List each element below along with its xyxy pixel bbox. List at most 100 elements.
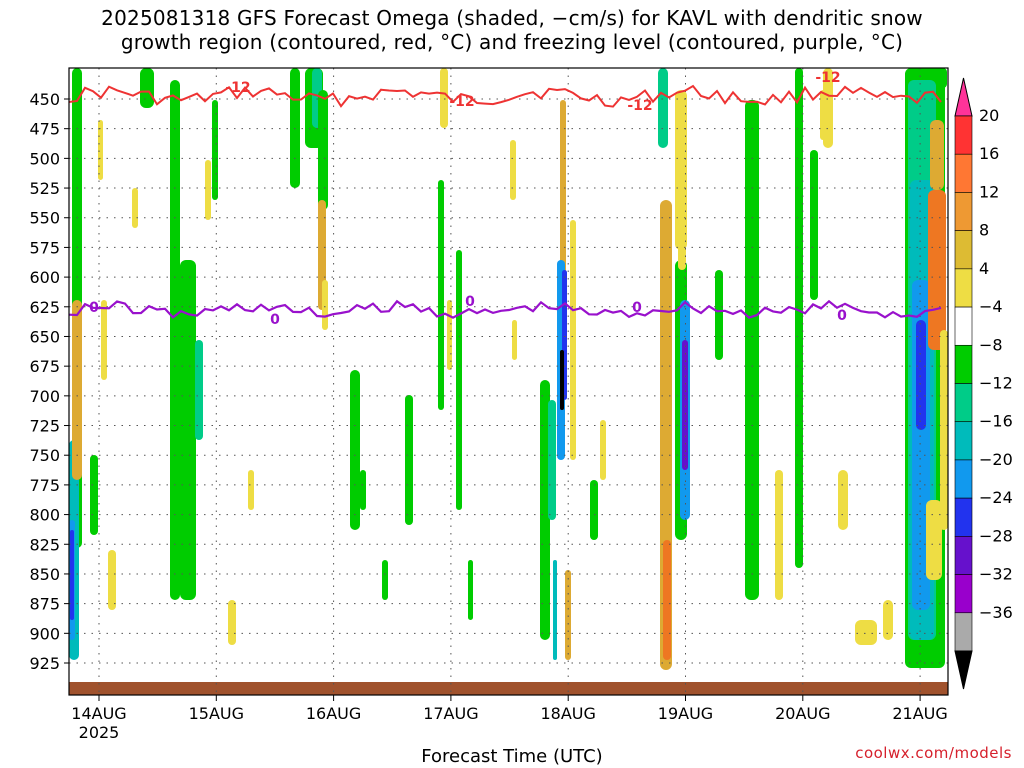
omega-blob [540,380,550,640]
omega-blob [405,395,413,525]
y-tick-label: 500 [29,149,60,168]
colorbar-segment [954,383,973,423]
y-tick-label: 750 [29,446,60,465]
omega-blob [440,68,448,128]
omega-blob [745,100,759,600]
colorbar-segment [954,153,973,193]
omega-blob [98,120,103,180]
colorbar-segment [954,536,973,575]
omega-blob [170,80,180,600]
omega-blob [290,68,300,188]
omega-blob [715,270,723,360]
freezing-level-contour-label: 0 [632,300,642,316]
colorbar-label: 16 [979,144,999,163]
y-tick-label: 825 [29,535,60,554]
snow-growth-contour-label: -12 [449,94,474,110]
x-tick-label: 20AUG [775,704,830,723]
colorbar-label: −32 [979,565,1013,584]
y-tick-label: 925 [29,654,60,673]
colorbar-segment [954,612,973,652]
omega-blob [438,180,444,410]
y-tick-label: 775 [29,476,60,495]
omega-blob [675,90,687,250]
freezing-level-contour-label: 0 [89,300,99,316]
colorbar-segment [954,268,973,308]
colorbar-segment [954,230,973,270]
credit-link[interactable]: coolwx.com/models [855,744,1012,762]
colorbar-segment [954,344,973,384]
omega-blob [212,100,218,200]
omega-blob [512,320,517,360]
colorbar-segment [954,306,973,346]
omega-blob [820,90,826,140]
omega-blob [468,560,473,620]
x-tick-label: 14AUG [71,704,126,723]
omega-blob [570,220,576,460]
x-tick-label: 18AUG [540,704,595,723]
colorbar-segment [954,421,973,461]
omega-blob [108,550,116,610]
contour-lines: -12 -12 -12 -12 0 0 0 0 0 [68,70,942,328]
y-tick-label: 625 [29,298,60,317]
omega-blob [510,140,516,200]
colorbar-label: −28 [979,526,1013,545]
omega-blob [72,300,82,480]
y-tick-label: 550 [29,209,60,228]
omega-blob [101,300,107,380]
omega-blob [90,455,98,535]
omega-blob [663,540,671,660]
omega-blob [195,340,203,440]
omega-blob [940,330,948,530]
y-tick-label: 650 [29,327,60,346]
omega-blob [600,420,606,480]
plot-frame [68,67,949,696]
omega-blob [855,620,877,645]
y-tick-label: 675 [29,357,60,376]
colorbar-label: 4 [979,259,989,278]
omega-blob [926,500,942,580]
omega-blob [205,160,211,220]
colorbar-segment [954,459,973,499]
x-axis-label: Forecast Time (UTC) [421,746,603,767]
y-tick-label: 725 [29,417,60,436]
freezing-level-contour-label: 0 [270,312,280,328]
chart-title: 2025081318 GFS Forecast Omega (shaded, −… [0,6,1024,54]
omega-blob [678,220,686,270]
x-tick-label: 17AUG [423,704,478,723]
omega-blob [658,68,668,148]
colorbar-label: −12 [979,374,1013,393]
colorbar-label: −24 [979,488,1013,507]
y-tick-label: 900 [29,624,60,643]
snow-growth-contour-label: -12 [225,80,250,96]
snow-growth-contour-label: -12 [815,70,840,86]
y-tick-label: 850 [29,565,60,584]
omega-blob [382,560,388,600]
omega-blob [322,280,328,330]
omega-blob [180,260,196,600]
omega-blob [939,68,947,88]
snow-growth-contour [68,84,942,108]
omega-blob [248,470,254,510]
terrain-strip [69,682,948,695]
colorbar: 20 16 12 8 4 −4 −8 −12 −16 −20 −24 −28 −32 −36 [954,77,1013,690]
colorbar-bottom-arrow [954,650,973,690]
x-tick-label: 21AUG [892,704,947,723]
y-axis-ticks: 450 475 500 525 550 575 600 625 650 675 700 725 750 7… [29,90,69,673]
colorbar-segment [954,192,973,231]
snow-growth-contour-label: -12 [627,98,652,114]
title-line-2: growth region (contoured, red, °C) and f… [120,30,904,54]
omega-blob [548,400,556,520]
y-tick-label: 525 [29,179,60,198]
x-tick-label: 16AUG [306,704,361,723]
omega-blob [447,300,452,370]
omega-blob [140,68,154,108]
omega-blob [553,560,557,660]
omega-blob [565,570,571,660]
y-tick-label: 800 [29,506,60,525]
omega-blob [360,470,366,510]
freezing-level-contour-label: 0 [837,308,847,324]
omega-blob [928,190,946,350]
omega-blob [838,470,848,530]
